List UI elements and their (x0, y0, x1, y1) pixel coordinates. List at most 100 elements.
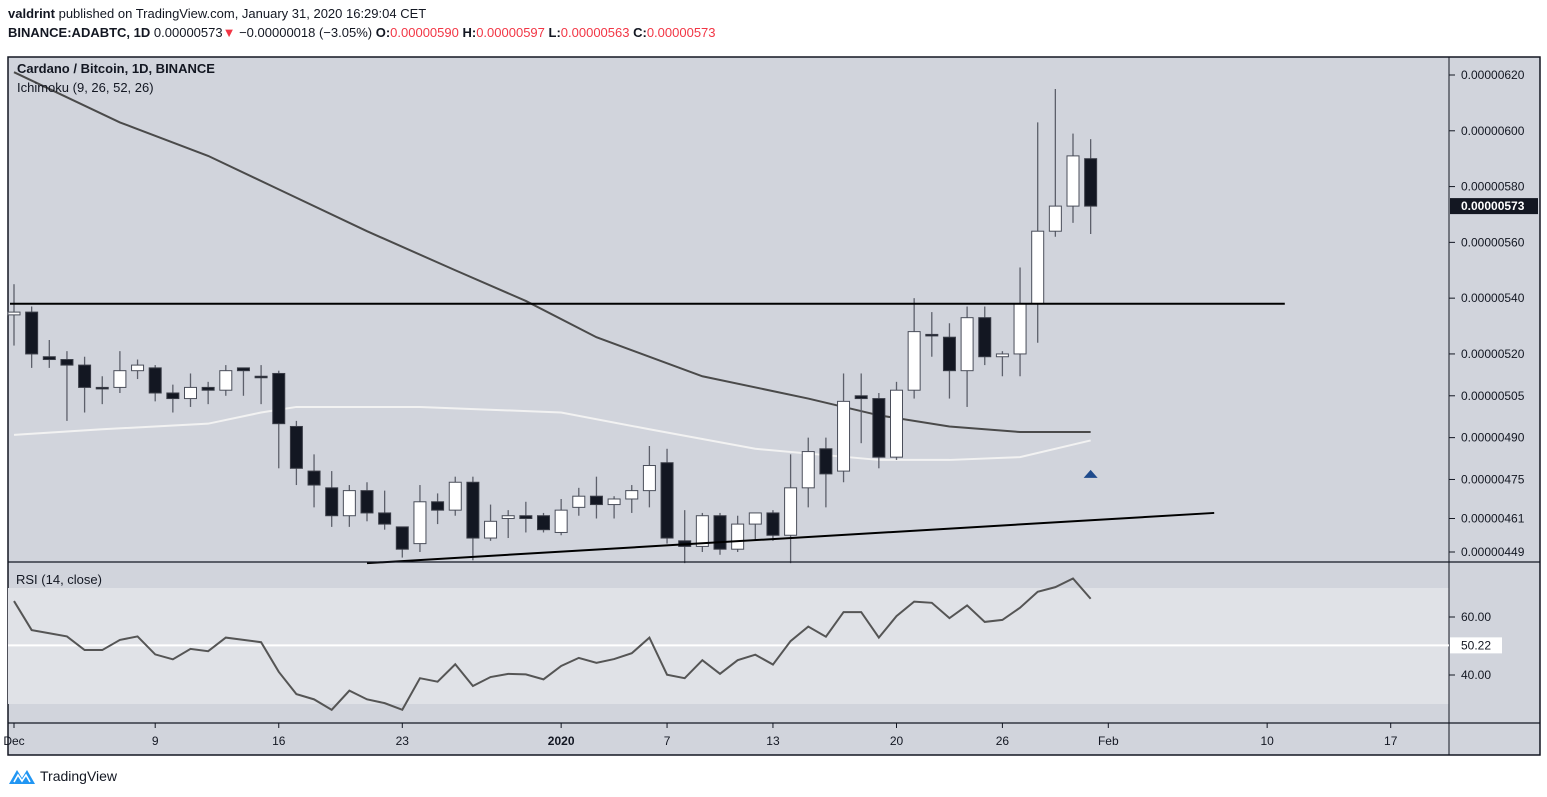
current-price-badge (1450, 198, 1538, 215)
candle (801, 437, 815, 508)
candle-body (1031, 230, 1045, 305)
candle (572, 487, 586, 516)
candle (607, 496, 621, 519)
candle-body (642, 465, 656, 492)
candle-body (890, 389, 903, 458)
candle (254, 365, 268, 405)
candle-body (819, 448, 833, 475)
candle-body (554, 509, 568, 533)
candle (625, 485, 639, 513)
candle-body (537, 515, 550, 531)
candle-body (572, 495, 586, 508)
candle (942, 323, 956, 399)
candle (854, 373, 868, 444)
candle-body (466, 481, 480, 539)
candle (466, 476, 480, 561)
candle-body (925, 333, 939, 337)
candle (378, 490, 392, 530)
candle (307, 454, 321, 508)
candle-body (731, 523, 745, 550)
time-tick-label: 7 (664, 734, 671, 748)
time-tick-label: 13 (766, 734, 780, 748)
open-value: 0.00000590 (390, 25, 459, 40)
candle-body (1066, 155, 1080, 207)
candle (872, 392, 886, 469)
candle (837, 373, 851, 483)
candle-body (748, 512, 762, 525)
candle-body (978, 317, 992, 358)
candle (1084, 139, 1098, 234)
candle (413, 485, 427, 552)
low-value: 0.00000563 (560, 25, 630, 40)
candle-body (184, 386, 197, 400)
candle-body (342, 490, 356, 517)
tradingview-logo-text: TradingView (40, 768, 118, 784)
candle-body (395, 526, 409, 550)
candle (60, 351, 74, 421)
indicator-label[interactable]: Ichimoku (9, 26, 52, 26) (17, 80, 154, 95)
ichimoku-dark-line (13, 71, 1091, 434)
candle (342, 485, 356, 527)
time-tick-label: 23 (396, 734, 410, 748)
tradingview-logo[interactable]: TradingView (8, 767, 117, 785)
candle (395, 526, 409, 558)
time-tick-label: 26 (996, 734, 1010, 748)
candle (113, 351, 127, 393)
author-name[interactable]: valdrint (8, 6, 55, 21)
candle-body (942, 336, 956, 372)
candle-body (501, 515, 515, 520)
candle-body (42, 356, 56, 361)
candle-body (7, 311, 21, 316)
candle (713, 512, 727, 555)
candle (890, 381, 903, 460)
candle (501, 510, 515, 539)
candle (537, 512, 550, 533)
candle (448, 476, 462, 516)
candle (431, 493, 445, 525)
candle (995, 351, 1009, 377)
rsi-value-label: 50.22 (1461, 638, 1491, 652)
price-tick-label: 0.00000449 (1461, 545, 1525, 559)
candle-body (766, 512, 780, 536)
candle-body (872, 398, 886, 458)
candle (148, 365, 162, 402)
candle (25, 306, 39, 368)
price-tick-label: 0.00000580 (1461, 180, 1525, 194)
triangle-up-icon (1083, 469, 1098, 478)
candle-body (484, 520, 498, 539)
candle (748, 512, 762, 541)
candle (1048, 88, 1062, 237)
publish-info: valdrint published on TradingView.com, J… (8, 6, 426, 21)
candle-body (166, 392, 180, 400)
candle (660, 448, 674, 544)
price-tick-label: 0.00000620 (1461, 68, 1525, 82)
candle-body (784, 487, 798, 536)
close-value: 0.00000573 (646, 25, 716, 40)
candle (289, 420, 303, 486)
low-label: L: (548, 25, 561, 40)
rsi-label[interactable]: RSI (14, close) (16, 572, 102, 587)
candle-body (837, 400, 851, 472)
open-label: O: (375, 25, 391, 40)
price-tick-label: 0.00000540 (1461, 291, 1525, 305)
time-tick-label: 16 (272, 734, 286, 748)
rsi-tick-label: 40.00 (1461, 668, 1491, 682)
current-price-label: 0.00000573 (1461, 199, 1525, 213)
candle (695, 512, 709, 552)
candle-body (960, 317, 974, 372)
candle-body (519, 515, 533, 520)
candle-body (219, 370, 233, 391)
price-tick-label: 0.00000520 (1461, 347, 1525, 361)
ichimoku-light-line (13, 405, 1091, 461)
candle-body (307, 470, 321, 486)
candle-body (607, 498, 621, 506)
candle-body (625, 490, 639, 500)
candle-body (854, 395, 868, 400)
ascending-trend-line[interactable] (366, 511, 1215, 565)
candle (78, 356, 92, 413)
candle (978, 306, 992, 366)
candle-body (236, 367, 250, 372)
candle (1013, 267, 1027, 377)
candle-body (254, 375, 268, 379)
